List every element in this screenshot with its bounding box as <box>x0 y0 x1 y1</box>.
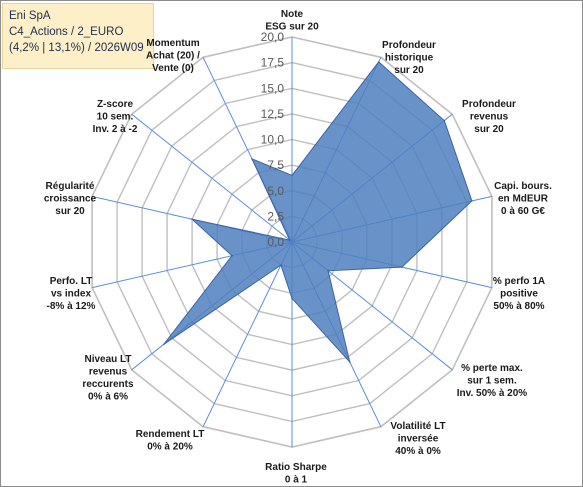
tick-label-6: 15,0 <box>261 81 285 95</box>
axis-label-line: sur 20 <box>55 206 85 217</box>
axis-label-line: 40% à 0% <box>395 446 441 457</box>
data-point-7 <box>291 297 293 300</box>
axis-label-2: Profondeur revenus sur 20 <box>462 99 516 135</box>
radar-tick-labels: 0,0 2,5 5,0 7,5 10,0 12,5 15,0 17,5 20,0 <box>261 30 285 249</box>
axis-label-10: Perfo. LT vs index -8% à 12% <box>47 276 96 312</box>
axis-label-7: Ratio Sharpe 0 à 1 <box>265 462 327 486</box>
axis-label-line: Inv. 2 à -2 <box>93 124 138 135</box>
tick-label-0: 0,0 <box>267 235 284 249</box>
axis-label-1: Profondeur historique sur 20 <box>382 40 436 76</box>
axis-label-line: Niveau LT <box>84 354 131 365</box>
tick-label-1: 2,5 <box>267 209 284 223</box>
axis-label-line: positive <box>500 289 538 300</box>
axis-label-line: sur 20 <box>394 65 424 76</box>
axis-label-line: ESG sur 20 <box>265 22 319 33</box>
axis-label-line: Ratio Sharpe <box>265 462 327 473</box>
axis-label-line: Profondeur <box>382 40 436 51</box>
axis-label-line: Régularité <box>46 181 95 192</box>
axis-label-0: Note ESG sur 20 <box>265 9 319 33</box>
axis-label-line: revenus <box>470 112 509 123</box>
axis-label-6: Volatilité LT inversée 40% à 0% <box>390 421 445 457</box>
data-point-4 <box>401 266 403 268</box>
axis-label-line: Profondeur <box>462 99 516 110</box>
axis-label-line: 0 à 1 <box>285 475 308 486</box>
radar-series <box>163 61 473 363</box>
axis-label-line: 0% à 20% <box>147 442 193 453</box>
tick-label-4: 10,0 <box>261 133 285 147</box>
tick-label-2: 5,0 <box>267 184 284 198</box>
axis-label-line: Rendement LT <box>136 429 205 440</box>
axis-label-11: Régularité croissance sur 20 <box>44 181 97 217</box>
axis-label-line: inversée <box>398 434 439 445</box>
axis-label-line: % perfo 1A <box>493 276 545 287</box>
tick-label-8: 20,0 <box>261 30 285 44</box>
axis-label-8: Rendement LT 0% à 20% <box>136 429 205 453</box>
axis-label-line: en MdEUR <box>498 194 549 205</box>
data-point-12 <box>288 239 291 241</box>
data-point-2 <box>443 119 446 122</box>
axis-label-4: % perfo 1A positive 50% à 80% <box>493 276 545 312</box>
axis-label-line: Z-score <box>97 99 134 110</box>
data-point-6 <box>349 361 351 363</box>
data-point-10 <box>231 254 233 257</box>
axis-label-line: sur 20 <box>474 124 504 135</box>
tick-label-5: 12,5 <box>261 107 285 121</box>
tick-label-3: 7,5 <box>267 158 284 172</box>
axis-label-line: Vente (0) <box>152 63 194 74</box>
axis-label-line: sur 1 sem. <box>467 376 517 387</box>
company-name: Eni SpA <box>9 10 51 22</box>
axis-label-line: 50% à 80% <box>493 301 544 312</box>
data-point-1 <box>377 61 380 63</box>
tick-label-7: 17,5 <box>261 56 285 70</box>
axis-label-line: 0 à 60 G€ <box>501 206 545 217</box>
data-point-11 <box>191 218 193 220</box>
data-point-5 <box>327 270 329 272</box>
axis-label-line: 0% à 6% <box>88 392 128 403</box>
axis-label-line: Momentum <box>146 38 199 49</box>
axis-label-line: Inv. 50% à 20% <box>457 388 528 399</box>
info-box: Eni SpA C4_Actions / 2_EURO (4,2% | 13,1… <box>2 3 154 69</box>
axis-label-line: croissance <box>44 194 97 205</box>
axis-label-line: Note <box>281 9 304 20</box>
axis-label-line: % perte max. <box>461 363 523 374</box>
category-label: C4_Actions / 2_EURO <box>9 26 124 38</box>
axis-label-3: Capi. bours. en MdEUR 0 à 60 G€ <box>494 181 552 217</box>
axis-label-line: Capi. bours. <box>494 181 552 192</box>
data-point-3 <box>471 200 473 202</box>
data-point-0 <box>291 174 293 177</box>
axis-label-9: Niveau LT revenus reccurents 0% à 6% <box>82 354 134 403</box>
axis-label-5: % perte max. sur 1 sem. Inv. 50% à 20% <box>457 363 528 399</box>
axis-label-line: Volatilité LT <box>390 421 445 432</box>
series-area <box>163 61 473 363</box>
axis-label-line: -8% à 12% <box>47 301 96 312</box>
spoke-8 <box>202 241 293 427</box>
data-point-13 <box>251 158 253 160</box>
spoke-12 <box>131 113 293 243</box>
axis-label-line: vs index <box>51 289 91 300</box>
axis-label-12: Z-score 10 sem. Inv. 2 à -2 <box>93 99 138 135</box>
stats-label: (4,2% | 13,1%) / 2026W09 <box>9 42 144 54</box>
axis-label-line: revenus <box>89 367 128 378</box>
axis-label-13: Momentum Achat (20) / Vente (0) <box>146 38 200 74</box>
axis-label-line: Achat (20) / <box>146 51 200 62</box>
data-point-8 <box>280 264 282 266</box>
axis-label-line: historique <box>385 53 434 64</box>
axis-label-line: 10 sem. <box>97 112 134 123</box>
axis-label-line: reccurents <box>82 379 134 390</box>
data-point-9 <box>163 343 165 346</box>
axis-label-line: Perfo. LT <box>50 276 93 287</box>
